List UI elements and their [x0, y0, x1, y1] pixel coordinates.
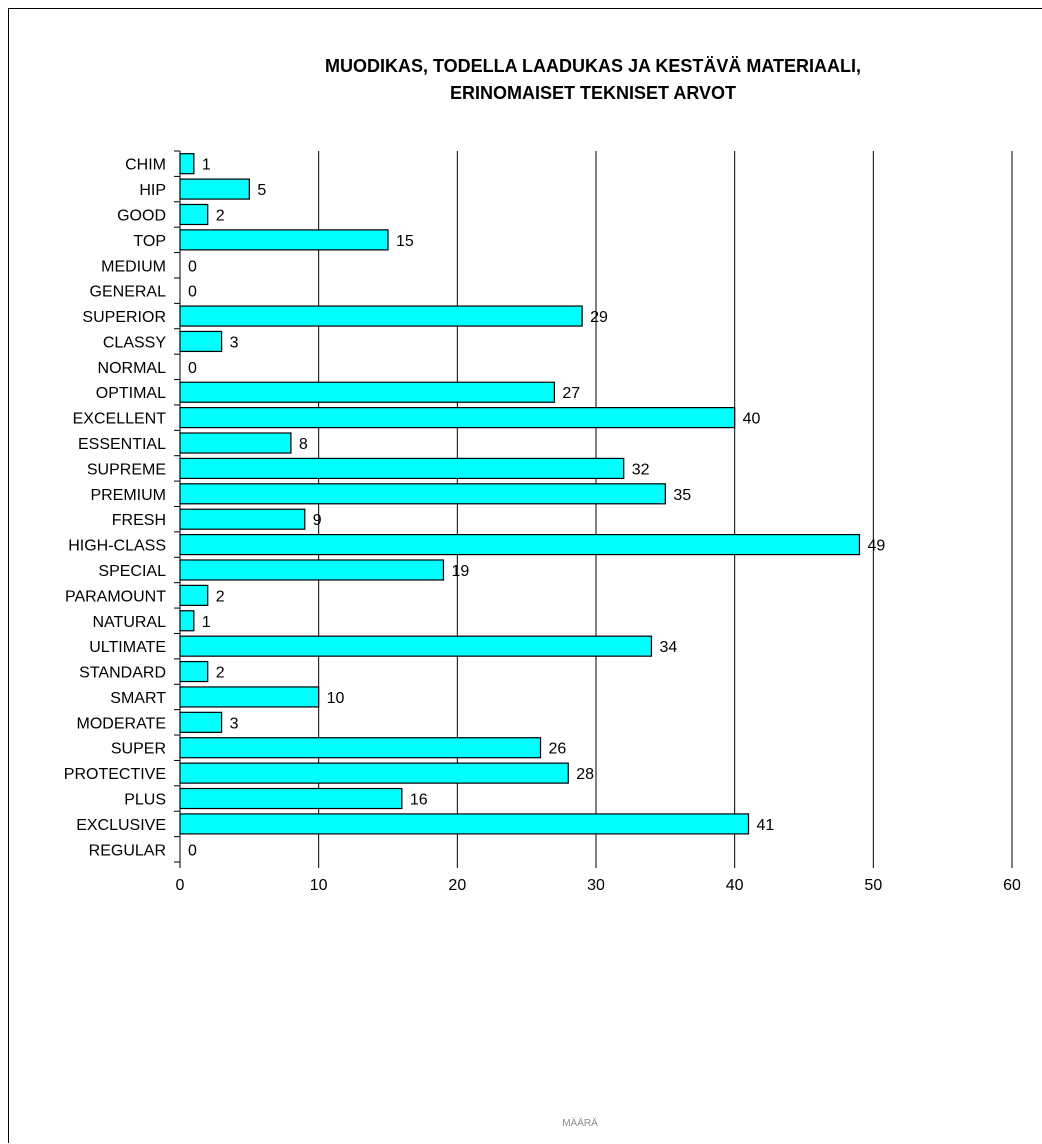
data-label: 2 — [216, 207, 225, 224]
category-label: FRESH — [112, 512, 166, 529]
data-label: 15 — [396, 233, 414, 250]
x-tick-label: 30 — [587, 877, 605, 894]
data-label: 41 — [757, 817, 775, 834]
x-axis-title: MÄÄRÄ — [562, 1117, 598, 1129]
category-label: GOOD — [117, 207, 166, 224]
bar-exclusive — [179, 813, 750, 835]
bar-essential — [179, 432, 292, 454]
bar-chim — [179, 153, 195, 175]
bar-optimal — [179, 381, 555, 403]
category-label: GENERAL — [90, 284, 167, 301]
data-label: 2 — [216, 588, 225, 605]
data-label: 8 — [299, 436, 308, 453]
category-label: PLUS — [124, 792, 166, 809]
data-label: 49 — [867, 538, 885, 555]
category-label: SUPER — [111, 741, 166, 758]
x-tick-label: 0 — [176, 877, 185, 894]
bar-plus — [179, 787, 403, 810]
bar-smart — [179, 686, 320, 708]
bar-chart: MUODIKAS, TODELLA LAADUKAS JA KESTÄVÄ MA… — [64, 56, 1021, 1129]
category-label: STANDARD — [79, 665, 166, 682]
bar-good — [179, 203, 209, 226]
data-label: 34 — [659, 639, 677, 656]
category-label: ESSENTIAL — [78, 436, 166, 453]
bar-superior — [179, 305, 583, 327]
bar-natural — [179, 610, 195, 632]
category-label: MEDIUM — [101, 258, 166, 275]
category-label: MODERATE — [77, 715, 166, 732]
bar-supreme — [179, 457, 625, 480]
bar-high-class — [179, 533, 861, 556]
bar-fresh — [179, 508, 306, 530]
data-label: 3 — [230, 334, 239, 351]
data-label: 16 — [410, 792, 428, 809]
bar-special — [179, 559, 445, 581]
category-label: SMART — [110, 690, 166, 707]
bar-ultimate — [179, 635, 653, 657]
x-tick-label: 10 — [310, 877, 328, 894]
data-label: 40 — [743, 411, 761, 428]
data-label: 0 — [188, 360, 197, 377]
x-tick-label: 60 — [1003, 877, 1021, 894]
bar-hip — [179, 178, 250, 200]
category-label: NORMAL — [98, 360, 167, 377]
data-label: 29 — [590, 309, 608, 326]
chart-frame: MUODIKAS, TODELLA LAADUKAS JA KESTÄVÄ MA… — [8, 8, 1042, 1143]
category-label: SUPERIOR — [82, 309, 166, 326]
category-label: OPTIMAL — [96, 385, 166, 402]
data-label: 3 — [230, 715, 239, 732]
x-tick-label: 20 — [448, 877, 466, 894]
category-label: SPECIAL — [98, 563, 166, 580]
category-label: PARAMOUNT — [65, 588, 166, 605]
bar-classy — [179, 330, 223, 353]
chart-title: MUODIKAS, TODELLA LAADUKAS JA KESTÄVÄ MA… — [325, 56, 861, 103]
category-label: NATURAL — [93, 614, 167, 631]
data-label: 27 — [562, 385, 580, 402]
data-label: 10 — [327, 690, 345, 707]
category-label: CHIM — [125, 157, 166, 174]
chart-title-line-2: ERINOMAISET TEKNISET ARVOT — [450, 83, 736, 103]
category-label: HIP — [139, 182, 166, 199]
data-label: 9 — [313, 512, 322, 529]
bar-protective — [179, 762, 569, 784]
data-label: 0 — [188, 842, 197, 859]
data-label: 19 — [451, 563, 469, 580]
category-label: EXCELLENT — [73, 411, 167, 428]
category-label: SUPREME — [87, 461, 166, 478]
data-label: 28 — [576, 766, 594, 783]
bars — [179, 153, 861, 835]
data-label: 0 — [188, 258, 197, 275]
category-label: HIGH-CLASS — [68, 538, 166, 555]
bar-standard — [179, 660, 209, 683]
data-label: 2 — [216, 665, 225, 682]
category-label: EXCLUSIVE — [76, 817, 166, 834]
x-tick-label: 50 — [864, 877, 882, 894]
bar-top — [179, 229, 389, 251]
data-label: 5 — [257, 182, 266, 199]
bar-premium — [179, 483, 666, 505]
data-label: 26 — [549, 741, 567, 758]
category-label: ULTIMATE — [89, 639, 166, 656]
x-tick-label: 40 — [726, 877, 744, 894]
data-label: 32 — [632, 461, 650, 478]
data-label: 1 — [202, 157, 211, 174]
category-label: PROTECTIVE — [64, 766, 166, 783]
category-label: CLASSY — [103, 334, 166, 351]
bar-excellent — [179, 407, 736, 429]
chart-title-line-1: MUODIKAS, TODELLA LAADUKAS JA KESTÄVÄ MA… — [325, 56, 861, 76]
category-label: TOP — [133, 233, 166, 250]
data-label: 1 — [202, 614, 211, 631]
bar-super — [179, 737, 542, 759]
category-label: REGULAR — [89, 842, 166, 859]
bar-paramount — [179, 584, 209, 606]
bar-moderate — [179, 711, 223, 733]
data-label: 0 — [188, 284, 197, 301]
data-label: 35 — [673, 487, 691, 504]
category-label: PREMIUM — [90, 487, 166, 504]
